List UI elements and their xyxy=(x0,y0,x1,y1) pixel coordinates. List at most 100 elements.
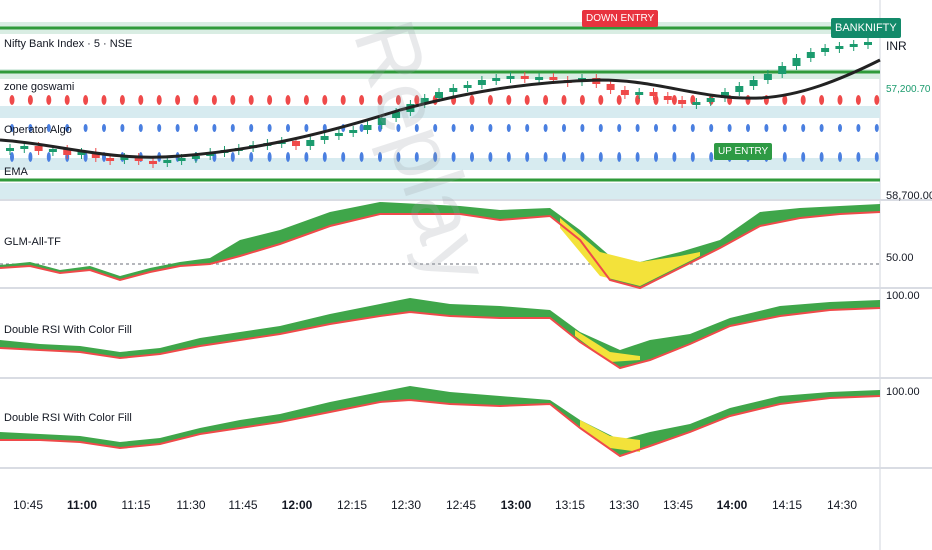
operator-dot-blue xyxy=(83,124,88,132)
candle-bear xyxy=(520,76,529,79)
operator-dot-blue xyxy=(286,124,290,132)
operator-dot-blue xyxy=(672,124,677,132)
operator-dot-blue xyxy=(617,124,622,132)
operator-dot-blue xyxy=(175,124,180,132)
operator-dot-blue xyxy=(120,124,125,132)
operator-dot-blue xyxy=(267,152,272,162)
candle-bull xyxy=(334,133,343,136)
rsi2-red-line xyxy=(0,395,881,458)
operator-dot-blue xyxy=(580,124,585,132)
candle-bear xyxy=(91,152,100,158)
candle-bear xyxy=(34,146,43,151)
time-tick-label: 14:30 xyxy=(826,498,858,512)
operator-dot-blue xyxy=(488,152,493,162)
time-tick-label: 12:15 xyxy=(336,498,368,512)
operator-dot-red xyxy=(156,95,162,105)
candle-bull xyxy=(435,92,443,98)
candle-bull xyxy=(535,77,544,80)
pane-title-rsi-1[interactable]: Double RSI With Color Fill xyxy=(4,324,132,336)
operator-dot-red xyxy=(193,95,199,105)
time-tick-label: 12:00 xyxy=(281,498,313,512)
operator-dot-red xyxy=(46,95,52,105)
pane-title-rsi-2[interactable]: Double RSI With Color Fill xyxy=(4,412,132,424)
operator-dot-blue xyxy=(635,152,640,162)
operator-dot-blue xyxy=(286,152,290,162)
operator-dot-blue xyxy=(359,124,364,132)
indicator-ema-label[interactable]: EMA xyxy=(4,166,28,178)
candle-bull xyxy=(849,44,858,47)
candle-bull xyxy=(506,76,515,79)
symbol-title[interactable]: Nifty Bank Index · 5 · NSE xyxy=(4,38,133,50)
zone-band xyxy=(0,183,880,199)
candle-bull xyxy=(177,158,186,161)
operator-dot-red xyxy=(782,95,788,105)
operator-dot-blue xyxy=(28,152,33,162)
operator-dot-blue xyxy=(138,124,143,132)
pane-title-glm[interactable]: GLM-All-TF xyxy=(4,236,61,248)
operator-dot-blue xyxy=(46,124,51,132)
operator-dot-blue xyxy=(322,152,327,162)
candle-bear xyxy=(663,96,672,100)
candle-bear xyxy=(549,77,558,80)
operator-dot-red xyxy=(9,95,15,105)
operator-dot-blue xyxy=(194,124,198,132)
operator-dot-red xyxy=(855,95,861,105)
candle-bull xyxy=(306,140,315,146)
operator-dot-red xyxy=(267,95,273,105)
indicator-zone-label[interactable]: zone goswami xyxy=(4,81,75,93)
candle-bull xyxy=(763,74,772,80)
candle-bear xyxy=(149,161,157,164)
operator-dot-red xyxy=(745,95,751,105)
operator-dot-blue xyxy=(746,124,750,132)
operator-dot-red xyxy=(561,95,567,105)
time-tick-label: 10:45 xyxy=(12,498,44,512)
candle-bull xyxy=(20,146,29,149)
operator-dot-blue xyxy=(838,152,842,162)
current-price-tag: 57,200.70 xyxy=(886,84,931,95)
operator-dot-blue xyxy=(46,152,51,162)
time-tick-label: 13:00 xyxy=(500,498,532,512)
currency-label: INR xyxy=(886,39,907,53)
candle-bull xyxy=(792,58,801,66)
operator-dot-red xyxy=(671,95,677,105)
operator-dot-blue xyxy=(819,152,824,162)
operator-dot-blue xyxy=(451,124,456,132)
candle-bull xyxy=(377,118,386,125)
candle-bull xyxy=(749,80,758,86)
candle-bull xyxy=(692,102,701,105)
rsi1-green-fill xyxy=(0,298,880,368)
candle-bull xyxy=(420,98,429,104)
rsi1-yellow-fill xyxy=(575,330,640,362)
candle-bull xyxy=(721,92,729,98)
operator-dot-blue xyxy=(562,152,566,162)
operator-dot-blue xyxy=(378,152,382,162)
rsi1-red-line xyxy=(0,307,881,370)
operator-dot-blue xyxy=(10,152,14,162)
operator-dot-blue xyxy=(102,124,106,132)
operator-dot-red xyxy=(579,95,585,105)
operator-dot-blue xyxy=(359,152,364,162)
candle-bull xyxy=(778,66,787,74)
down-entry-tag: DOWN ENTRY xyxy=(582,10,659,27)
operator-dot-blue xyxy=(304,152,309,162)
operator-dot-blue xyxy=(341,152,346,162)
candle-bull xyxy=(191,156,200,159)
operator-dot-blue xyxy=(709,152,714,162)
operator-dot-red xyxy=(359,95,365,105)
operator-dot-red xyxy=(414,95,420,105)
operator-dot-red xyxy=(285,95,291,105)
indicator-operator-label[interactable]: Operator Algo xyxy=(4,124,72,136)
candle-bull xyxy=(706,98,715,102)
candle-bull xyxy=(864,42,872,45)
time-tick-label: 12:45 xyxy=(445,498,477,512)
operator-dot-blue xyxy=(598,124,603,132)
candle-bull xyxy=(835,46,844,49)
operator-dot-blue xyxy=(543,152,548,162)
operator-dot-red xyxy=(469,95,475,105)
candle-bull xyxy=(320,136,329,140)
operator-dot-blue xyxy=(230,124,235,132)
candle-bull xyxy=(363,125,372,130)
candle-bull xyxy=(635,92,644,95)
